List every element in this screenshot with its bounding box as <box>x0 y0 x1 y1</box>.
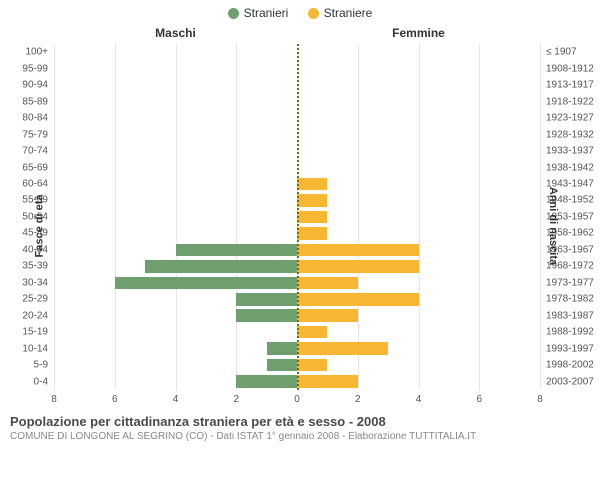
chart-subtitle: COMUNE DI LONGONE AL SEGRINO (CO) - Dati… <box>10 431 590 442</box>
x-tick-label: 6 <box>112 394 118 405</box>
age-label: 65-69 <box>0 162 54 173</box>
legend-label-female: Straniere <box>324 6 373 20</box>
female-bar <box>297 244 419 257</box>
x-tick-label: 2 <box>233 394 239 405</box>
x-tick-label: 8 <box>537 394 543 405</box>
birth-year-label: 1993-1997 <box>540 343 600 354</box>
female-bar <box>297 293 419 306</box>
age-label: 80-84 <box>0 113 54 124</box>
female-bar <box>297 211 327 224</box>
age-label: 50-54 <box>0 211 54 222</box>
male-bar <box>176 244 298 257</box>
male-bar <box>236 293 297 306</box>
birth-year-label: 1918-1922 <box>540 96 600 107</box>
male-bar <box>267 342 297 355</box>
birth-year-label: 1938-1942 <box>540 162 600 173</box>
birth-year-label: 1988-1992 <box>540 327 600 338</box>
age-label: 25-29 <box>0 294 54 305</box>
x-tick-label: 6 <box>476 394 482 405</box>
birth-year-label: 1978-1982 <box>540 294 600 305</box>
birth-year-label: 1923-1927 <box>540 113 600 124</box>
age-label: 90-94 <box>0 80 54 91</box>
birth-year-label: 1998-2002 <box>540 360 600 371</box>
age-label: 15-19 <box>0 327 54 338</box>
birth-year-label: 1933-1937 <box>540 146 600 157</box>
female-bar <box>297 227 327 240</box>
female-bar <box>297 359 327 372</box>
male-bar <box>267 359 297 372</box>
female-bar <box>297 375 358 388</box>
birth-year-label: 1928-1932 <box>540 129 600 140</box>
age-label: 60-64 <box>0 178 54 189</box>
female-bar <box>297 194 327 207</box>
female-bar <box>297 260 419 273</box>
age-label: 35-39 <box>0 261 54 272</box>
age-label: 10-14 <box>0 343 54 354</box>
male-swatch <box>228 8 239 19</box>
age-label: 100+ <box>0 47 54 58</box>
x-tick-label: 4 <box>173 394 179 405</box>
age-label: 55-59 <box>0 195 54 206</box>
x-tick-label: 4 <box>416 394 422 405</box>
x-axis-ticks: 8 6 4 2 0 2 4 6 8 <box>54 392 540 408</box>
age-label: 75-79 <box>0 129 54 140</box>
age-label: 5-9 <box>0 360 54 371</box>
gender-headers: Maschi Femmine <box>54 26 540 44</box>
birth-year-label: ≤ 1907 <box>540 47 600 58</box>
female-bar <box>297 309 358 322</box>
age-label: 45-49 <box>0 228 54 239</box>
birth-year-label: 1913-1917 <box>540 80 600 91</box>
x-tick-label: 2 <box>355 394 361 405</box>
birth-year-label: 1973-1977 <box>540 277 600 288</box>
birth-year-label: 2003-2007 <box>540 376 600 387</box>
female-bar <box>297 178 327 191</box>
legend: Stranieri Straniere <box>0 0 600 26</box>
male-bar <box>236 375 297 388</box>
x-tick-label: 8 <box>51 394 57 405</box>
age-label: 20-24 <box>0 310 54 321</box>
center-axis-line <box>297 44 299 390</box>
male-bar <box>145 260 297 273</box>
age-label: 40-44 <box>0 244 54 255</box>
legend-item-male: Stranieri <box>228 6 289 20</box>
female-swatch <box>308 8 319 19</box>
plot-area: 100+≤ 190795-991908-191290-941913-191785… <box>54 44 540 408</box>
y-axis-title-left: Fasce di età <box>33 195 45 258</box>
female-bar <box>297 326 327 339</box>
legend-label-male: Stranieri <box>244 6 289 20</box>
chart: Maschi Femmine 100+≤ 190795-991908-19129… <box>54 26 540 408</box>
male-bar <box>115 277 297 290</box>
birth-year-label: 1908-1912 <box>540 63 600 74</box>
legend-item-female: Straniere <box>308 6 373 20</box>
footer: Popolazione per cittadinanza straniera p… <box>0 408 600 442</box>
header-male: Maschi <box>54 26 297 40</box>
chart-title: Popolazione per cittadinanza straniera p… <box>10 414 590 429</box>
age-label: 85-89 <box>0 96 54 107</box>
female-bar <box>297 277 358 290</box>
age-label: 95-99 <box>0 63 54 74</box>
x-tick-label: 0 <box>294 394 300 405</box>
female-bar <box>297 342 388 355</box>
age-label: 0-4 <box>0 376 54 387</box>
birth-year-label: 1983-1987 <box>540 310 600 321</box>
y-axis-title-right: Anni di nascita <box>547 187 559 265</box>
age-label: 70-74 <box>0 146 54 157</box>
header-female: Femmine <box>297 26 540 40</box>
male-bar <box>236 309 297 322</box>
age-label: 30-34 <box>0 277 54 288</box>
